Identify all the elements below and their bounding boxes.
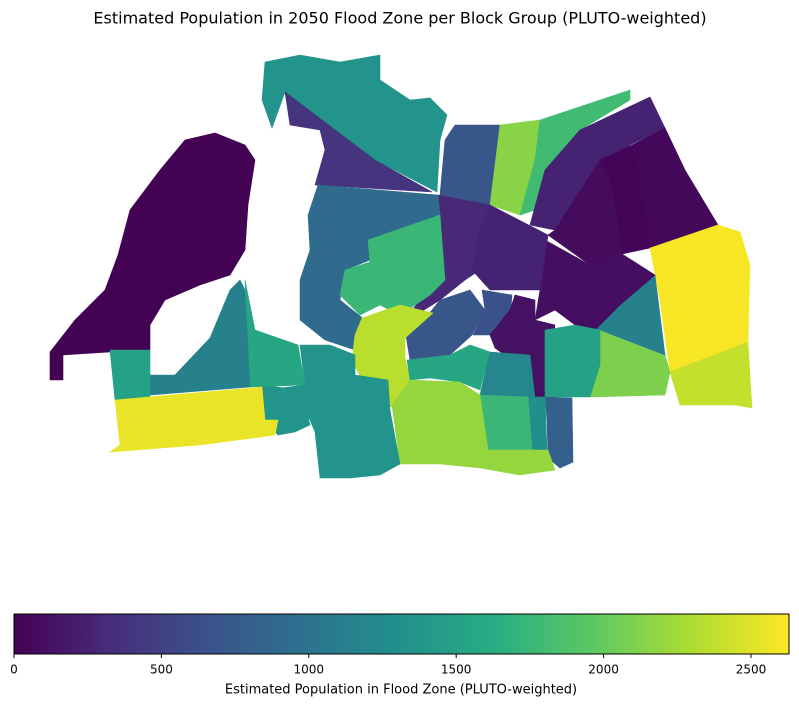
block-group — [261, 54, 448, 193]
block-group — [479, 351, 536, 399]
block-group — [391, 379, 556, 476]
block-group — [471, 204, 549, 291]
colorbar — [13, 613, 790, 655]
block-group — [284, 91, 433, 193]
colorbar-tick-label: 500 — [150, 663, 173, 677]
regions — [49, 54, 753, 479]
colorbar-tick-label: 2000 — [588, 663, 619, 677]
colorbar-tick-label: 0 — [10, 663, 18, 677]
colorbar-tick-label: 1000 — [294, 663, 325, 677]
block-group — [479, 394, 533, 451]
block-group — [544, 324, 601, 398]
block-group — [544, 396, 574, 469]
block-group — [49, 132, 256, 381]
block-group — [109, 349, 151, 401]
block-group — [669, 341, 753, 409]
colorbar-label: Estimated Population in Flood Zone (PLUT… — [225, 683, 577, 698]
block-group — [649, 224, 751, 373]
map-title: Estimated Population in 2050 Flood Zone … — [93, 9, 706, 28]
block-group — [149, 279, 251, 396]
block-group — [339, 214, 446, 316]
block-group — [244, 279, 306, 388]
colorbar-tick-label: 2500 — [736, 663, 767, 677]
block-group — [439, 124, 501, 206]
block-group — [108, 386, 279, 453]
block-group — [406, 344, 491, 391]
colorbar-tick-label: 1500 — [441, 663, 472, 677]
